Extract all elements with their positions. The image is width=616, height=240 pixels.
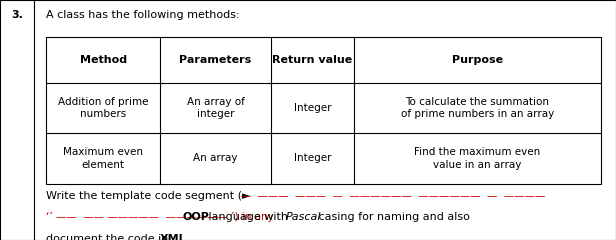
- Text: Return value: Return value: [272, 55, 353, 65]
- Text: Maximum even
element: Maximum even element: [63, 147, 143, 170]
- Text: Purpose: Purpose: [452, 55, 503, 65]
- Text: Method: Method: [79, 55, 127, 65]
- Text: language with: language with: [205, 212, 291, 222]
- Text: Integer: Integer: [294, 153, 331, 163]
- Text: ‘’ ——  —— —————  —————— ’) in any: ‘’ —— —— ————— —————— ’) in any: [46, 212, 277, 222]
- Text: Integer: Integer: [294, 103, 331, 113]
- Text: document the code in: document the code in: [46, 234, 172, 240]
- Text: Addition of prime
numbers: Addition of prime numbers: [58, 97, 148, 119]
- Text: Pascal: Pascal: [285, 212, 321, 222]
- Text: Write the template code segment (►: Write the template code segment (►: [46, 191, 251, 201]
- Text: An array: An array: [193, 153, 238, 163]
- Text: XML: XML: [160, 234, 187, 240]
- Text: casing for naming and also: casing for naming and also: [315, 212, 469, 222]
- Text: —  ———  ———  —  ——————  ——————  —  ————: — ——— ——— — —————— —————— — ————: [234, 191, 545, 201]
- Text: To calculate the summation
of prime numbers in an array: To calculate the summation of prime numb…: [401, 97, 554, 119]
- Text: Parameters: Parameters: [179, 55, 252, 65]
- Text: An array of
integer: An array of integer: [187, 97, 245, 119]
- Text: A class has the following methods:: A class has the following methods:: [46, 10, 240, 20]
- Text: Find the maximum even
value in an array: Find the maximum even value in an array: [415, 147, 540, 170]
- Bar: [46, 37, 601, 184]
- Text: .: .: [177, 234, 181, 240]
- Text: 3.: 3.: [11, 10, 23, 20]
- Text: OOP: OOP: [183, 212, 210, 222]
